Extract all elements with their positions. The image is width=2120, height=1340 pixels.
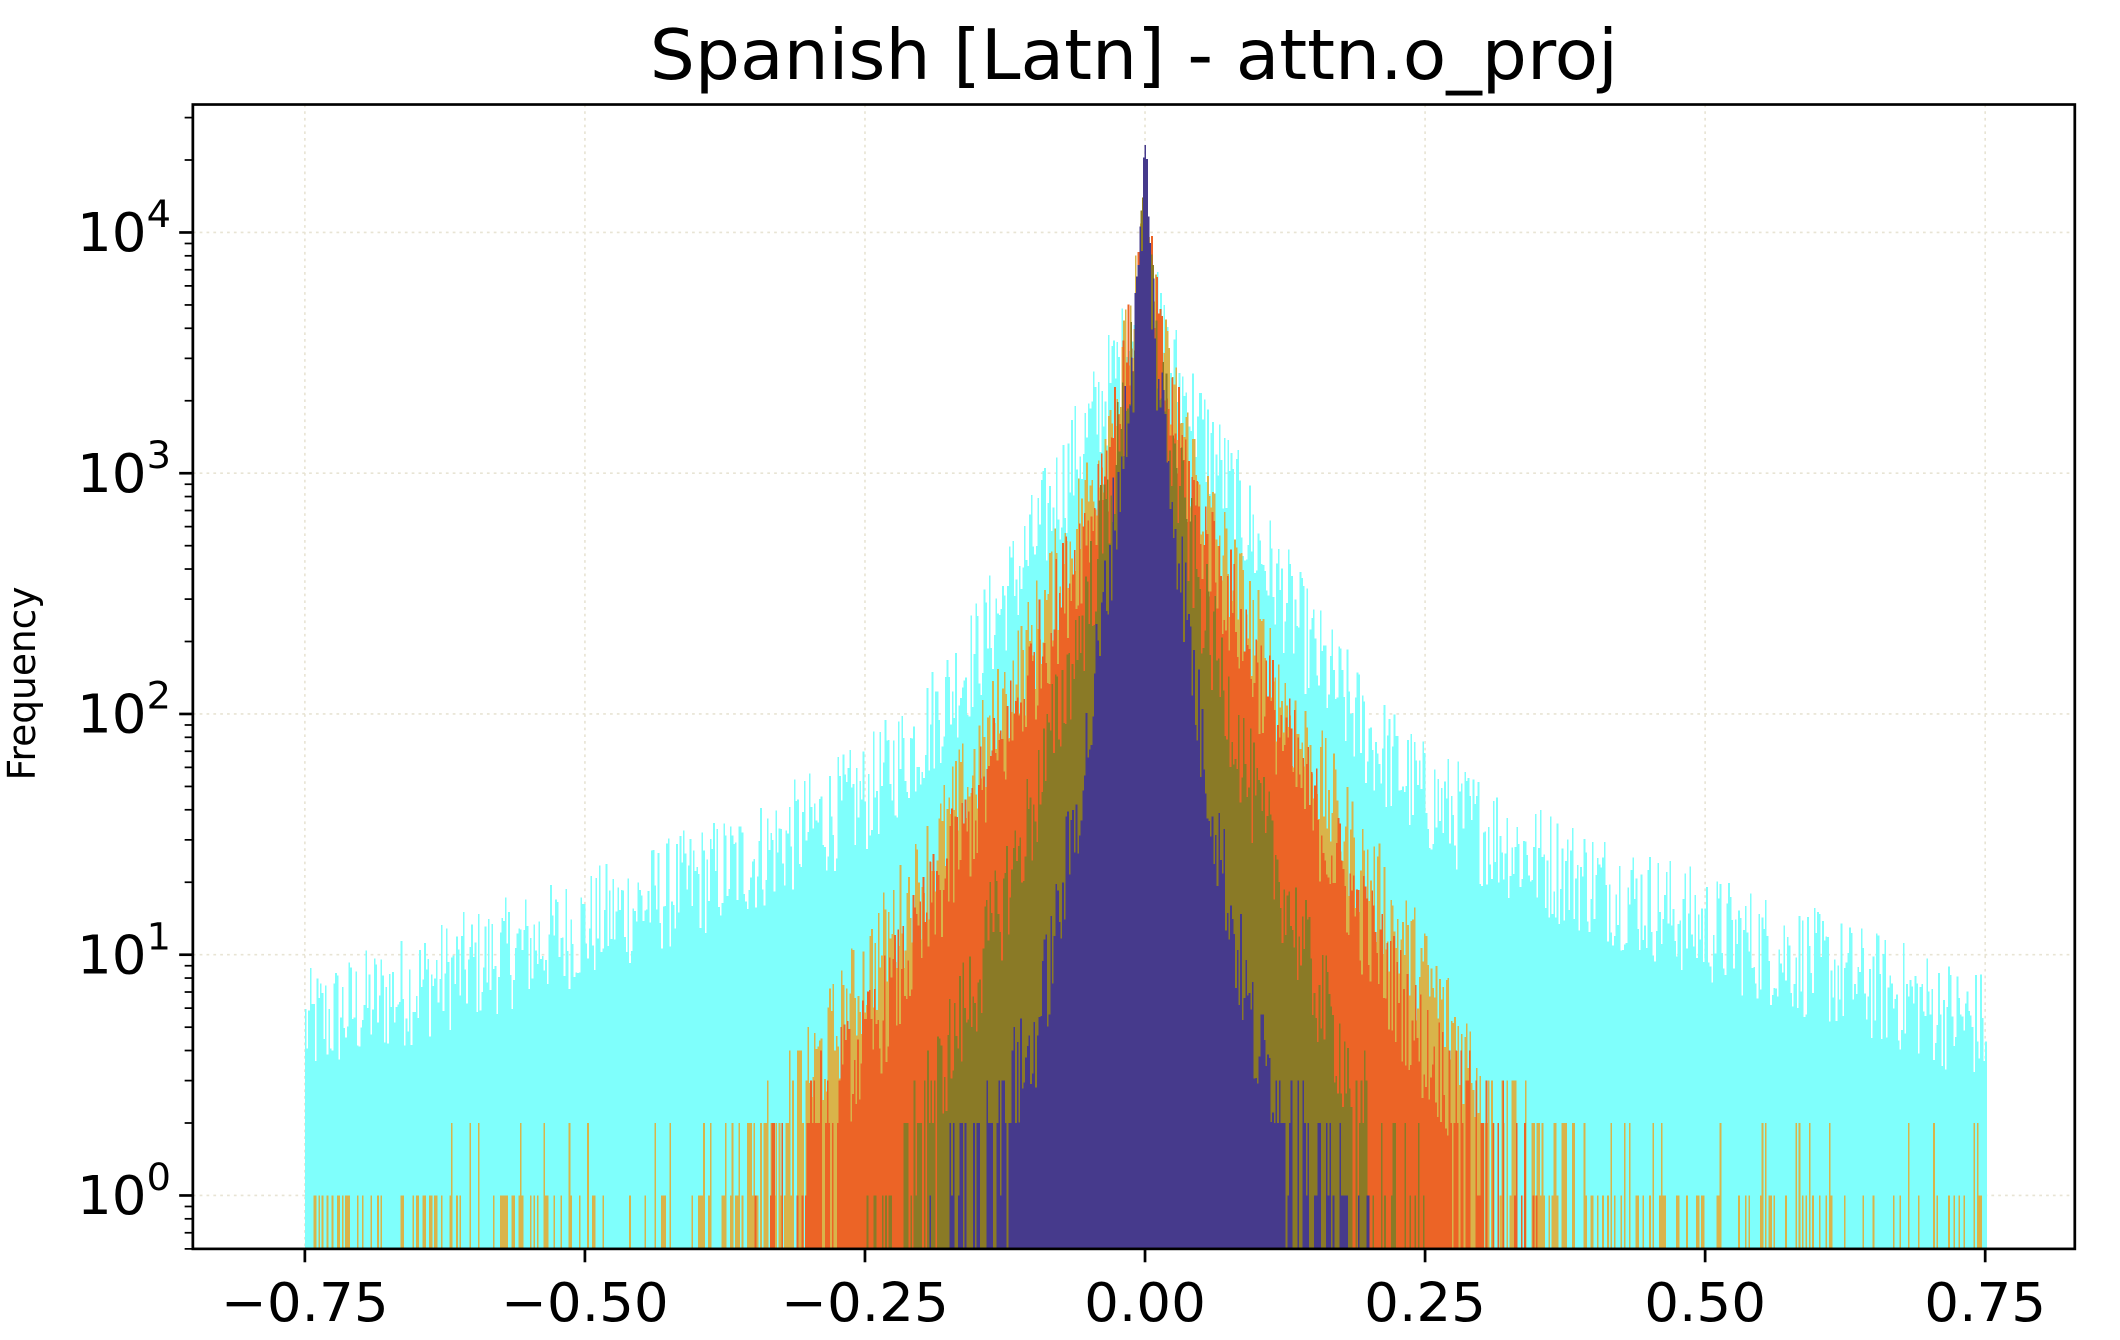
y-tick-label: 100: [77, 1155, 171, 1227]
plot-frame: [191, 103, 2077, 1251]
x-tick-label: −0.75: [221, 1272, 389, 1334]
y-tick-label: 103: [77, 433, 171, 505]
y-tick-label: 104: [77, 192, 171, 264]
chart-title: Spanish [Latn] - attn.o_proj: [649, 16, 1618, 97]
x-tick-label: 0.00: [1084, 1272, 1206, 1334]
x-tick-label: 0.25: [1364, 1272, 1486, 1334]
histogram-bars: [304, 145, 1987, 1249]
y-tick-label: 101: [77, 915, 171, 987]
x-tick-label: 0.50: [1644, 1272, 1766, 1334]
axes: −0.75 −0.50 −0.25 0.00 0.25 0.50 0.75 100 101 102…: [77, 116, 2046, 1334]
histogram-series-4: [929, 145, 1370, 1249]
x-tick-label: −0.50: [501, 1272, 669, 1334]
x-tick-label: 0.75: [1924, 1272, 2046, 1334]
x-tick-label: −0.25: [781, 1272, 949, 1334]
y-tick-label: 102: [77, 674, 171, 746]
